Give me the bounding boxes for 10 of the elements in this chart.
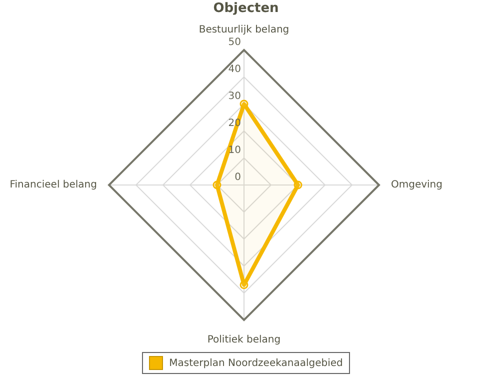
legend-label: Masterplan Noordzeekanaalgebied bbox=[169, 358, 343, 368]
spoke-label: Omgeving bbox=[391, 180, 442, 190]
spoke-label: Politiek belang bbox=[207, 334, 281, 346]
y-tick-label: 50 bbox=[228, 37, 241, 48]
y-tick-label: 40 bbox=[228, 64, 241, 75]
y-tick-label: 30 bbox=[228, 91, 241, 102]
chart-title: Objecten bbox=[212, 1, 280, 16]
spoke-label: Bestuurlijk belang bbox=[198, 24, 290, 36]
y-tick-label: 0 bbox=[234, 172, 241, 183]
spoke-label: Financieel belang bbox=[10, 180, 97, 190]
